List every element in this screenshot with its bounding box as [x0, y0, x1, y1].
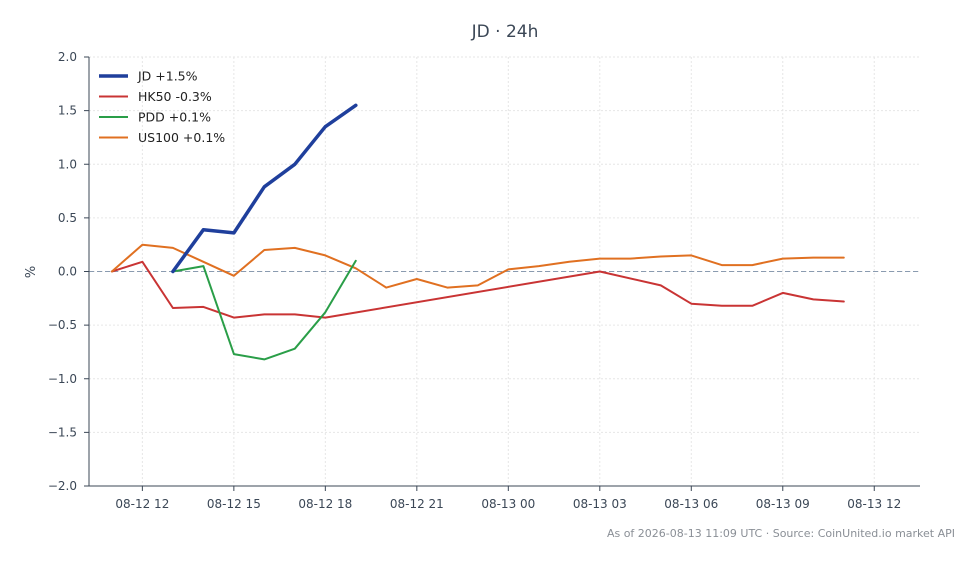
- x-tick-label: 08-12 15: [207, 497, 261, 511]
- legend-label: US100 +0.1%: [138, 130, 225, 145]
- x-tick-label: 08-12 12: [115, 497, 169, 511]
- x-tick-label: 08-12 18: [298, 497, 352, 511]
- series-lines: [110, 103, 845, 361]
- axes: [84, 56, 920, 491]
- x-tick-label: 08-13 09: [756, 497, 810, 511]
- y-tick-label: −1.0: [48, 372, 77, 386]
- x-tick-label: 08-13 06: [664, 497, 718, 511]
- x-tick-label: 08-13 12: [847, 497, 901, 511]
- series-line-hk50: [110, 260, 845, 319]
- y-axis-label: %: [24, 266, 39, 278]
- y-tick-label: 0.0: [58, 265, 77, 279]
- y-tick-label: 2.0: [58, 50, 77, 64]
- y-tick-label: 1.0: [58, 157, 77, 171]
- y-tick-label: −2.0: [48, 479, 77, 493]
- series-line-us100: [110, 243, 845, 289]
- y-tick-label: −1.5: [48, 425, 77, 439]
- source-note: As of 2026-08-13 11:09 UTC · Source: Coi…: [607, 527, 955, 540]
- legend-label: PDD +0.1%: [138, 110, 211, 125]
- y-tick-label: 0.5: [58, 211, 77, 225]
- series-line-jd: [171, 103, 358, 274]
- legend-label: HK50 -0.3%: [138, 89, 212, 104]
- series-line-pdd: [171, 259, 357, 361]
- legend: JD +1.5% HK50 -0.3% PDD +0.1% US100 +0.1%: [99, 69, 225, 145]
- y-tick-label: −0.5: [48, 318, 77, 332]
- x-tick-label: 08-12 21: [390, 497, 444, 511]
- grid: [89, 56, 920, 487]
- x-tick-label: 08-13 03: [573, 497, 627, 511]
- legend-label: JD +1.5%: [137, 69, 198, 84]
- chart-title: JD · 24h: [471, 22, 539, 42]
- x-tick-label: 08-13 00: [481, 497, 535, 511]
- y-tick-label: 1.5: [58, 104, 77, 118]
- tick-labels: −2.0 −1.5 −1.0 −0.5 0.0 0.5 1.0 1.5 2.0 08-12 12 0…: [48, 50, 901, 511]
